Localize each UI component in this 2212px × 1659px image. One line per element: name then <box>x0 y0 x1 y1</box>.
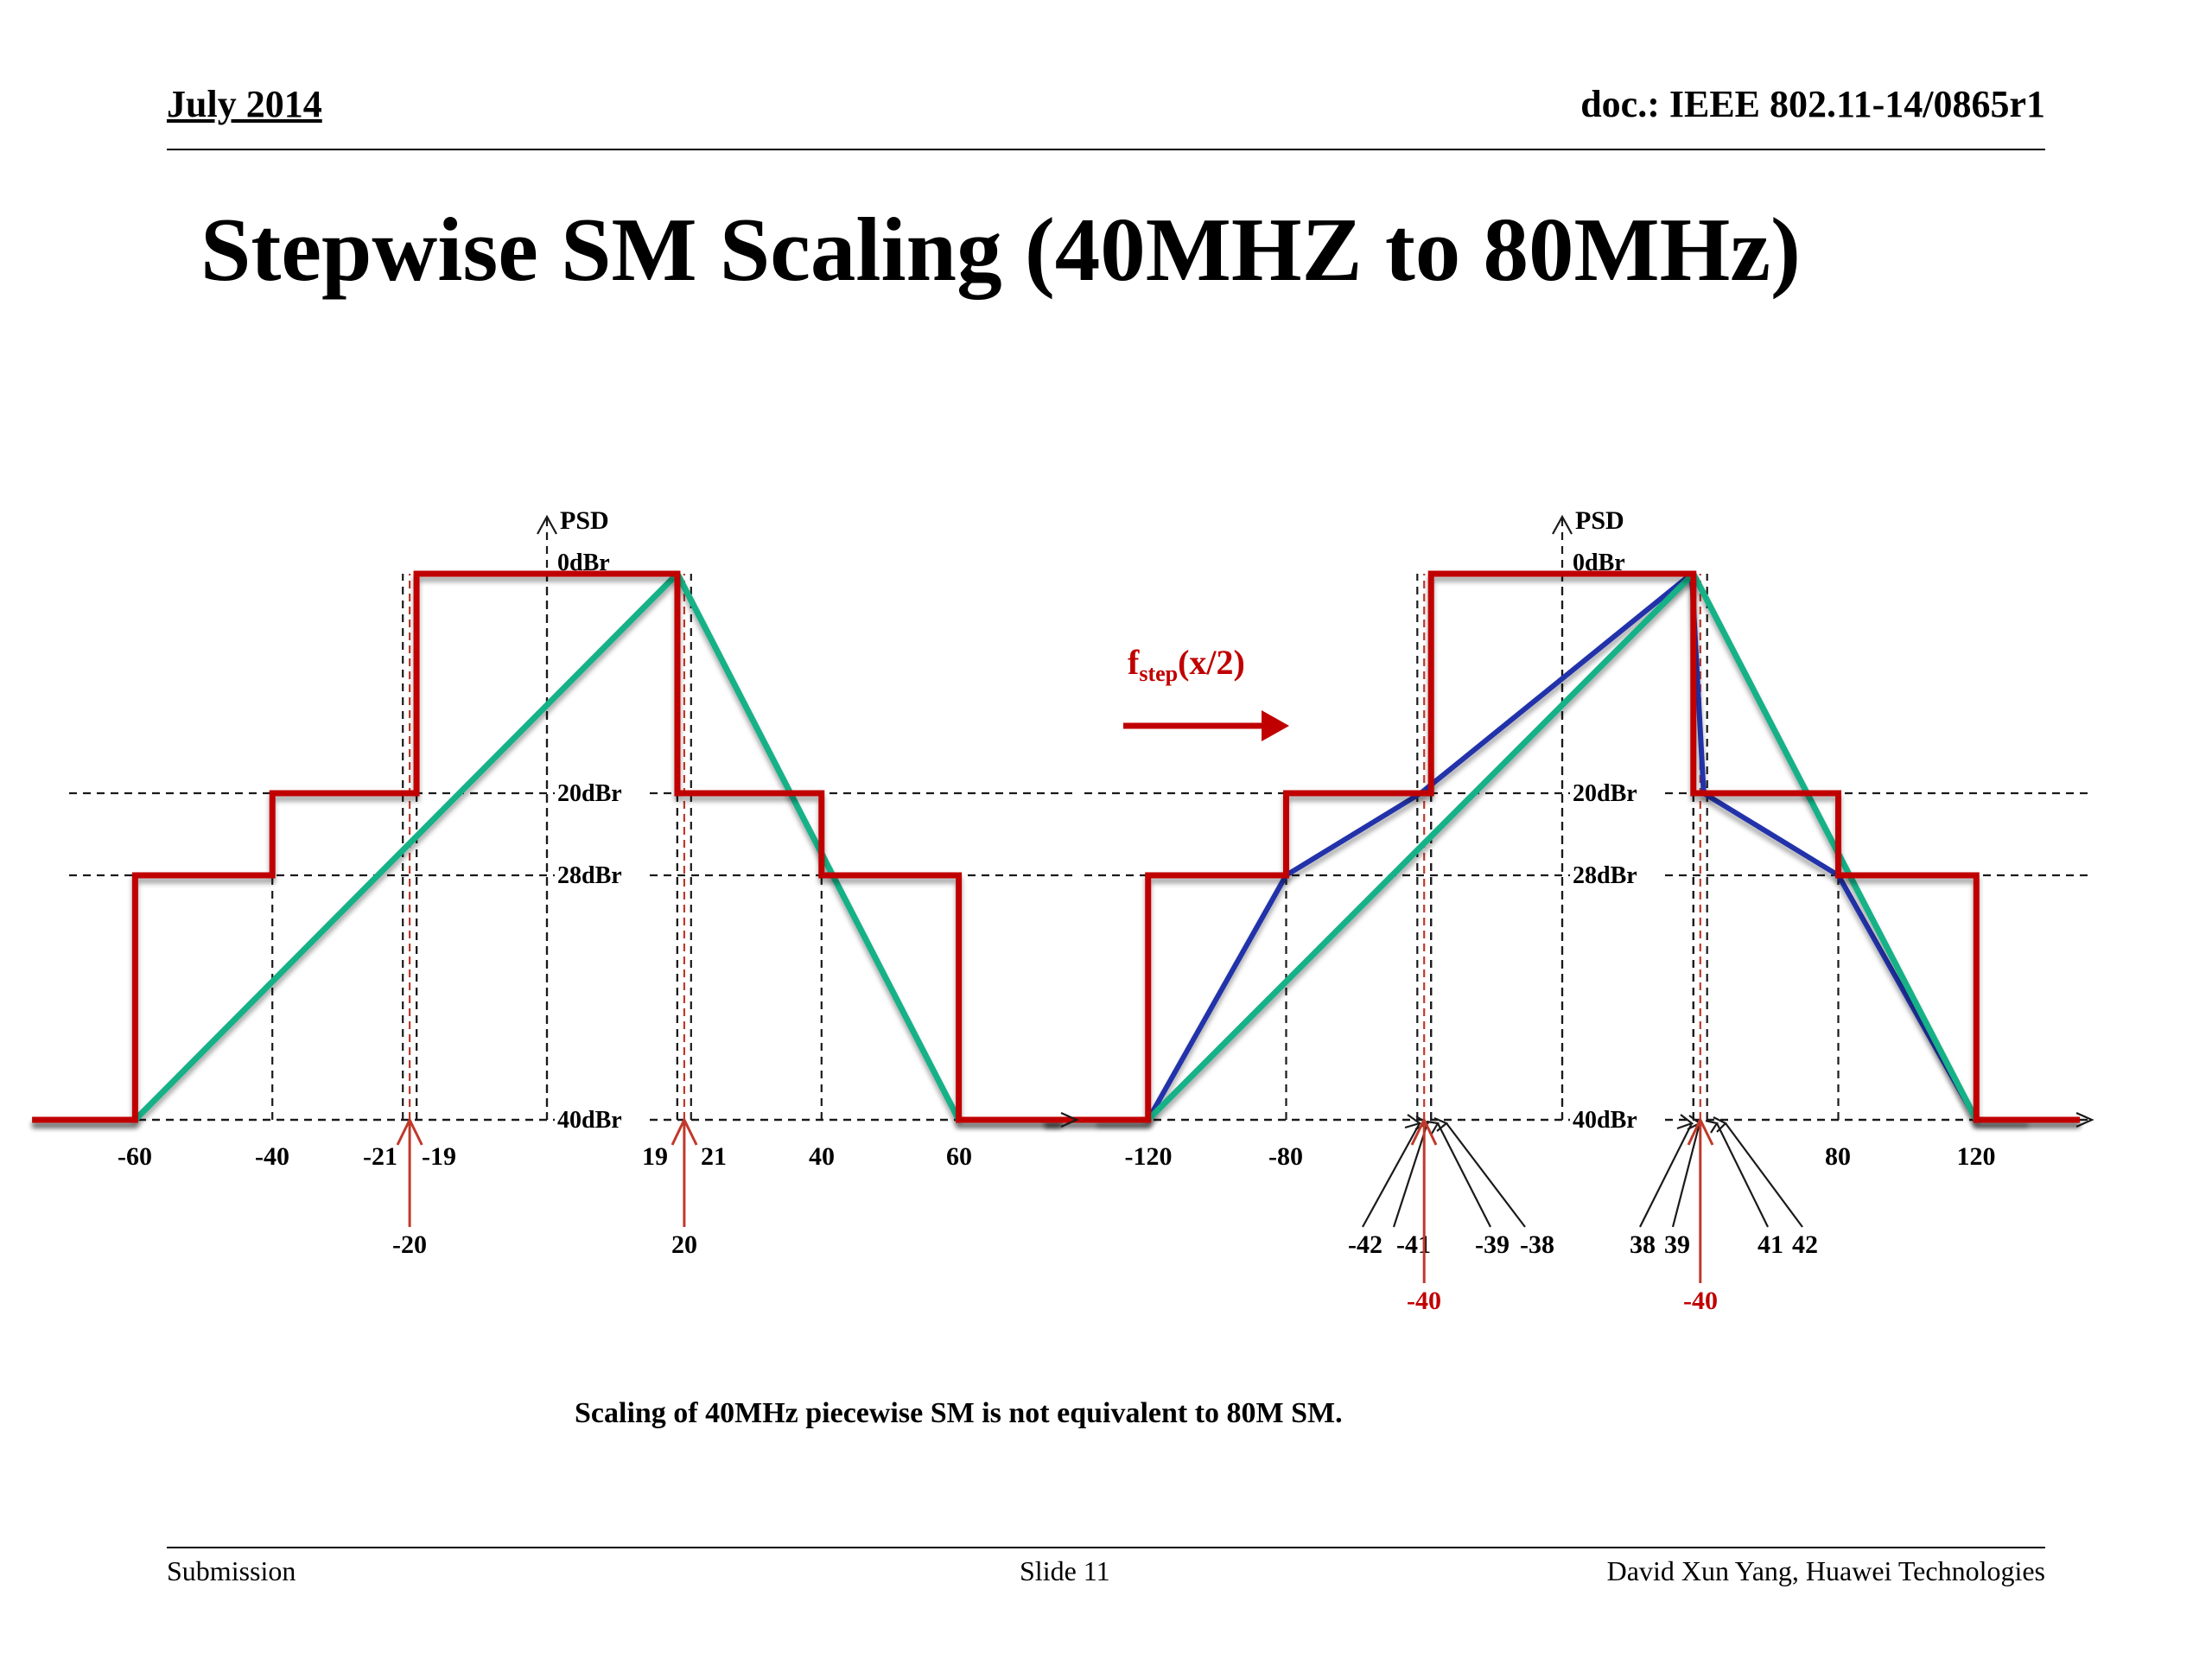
svg-text:40dBr: 40dBr <box>557 1107 622 1134</box>
svg-text:-40: -40 <box>1683 1287 1718 1315</box>
svg-text:-40: -40 <box>1407 1287 1441 1315</box>
svg-text:20dBr: 20dBr <box>1573 780 1637 807</box>
svg-text:20: 20 <box>671 1230 697 1259</box>
svg-text:-41: -41 <box>1396 1230 1431 1259</box>
svg-text:40: 40 <box>809 1142 835 1171</box>
svg-text:fstep(x/2): fstep(x/2) <box>1128 643 1245 686</box>
svg-text:-21: -21 <box>363 1142 397 1171</box>
svg-text:-120: -120 <box>1125 1142 1173 1171</box>
svg-text:60: 60 <box>946 1142 972 1171</box>
svg-text:28dBr: 28dBr <box>1573 862 1637 889</box>
svg-text:-38: -38 <box>1520 1230 1554 1259</box>
svg-text:-19: -19 <box>422 1142 456 1171</box>
svg-text:40dBr: 40dBr <box>1573 1107 1637 1134</box>
svg-text:19: 19 <box>642 1142 668 1171</box>
svg-text:-42: -42 <box>1348 1230 1382 1259</box>
svg-text:-60: -60 <box>118 1142 152 1171</box>
svg-text:PSD: PSD <box>560 506 609 535</box>
svg-text:-40: -40 <box>255 1142 289 1171</box>
svg-text:28dBr: 28dBr <box>557 862 622 889</box>
svg-text:39: 39 <box>1664 1230 1690 1259</box>
svg-text:21: 21 <box>701 1142 727 1171</box>
svg-text:-20: -20 <box>392 1230 427 1259</box>
svg-text:41: 41 <box>1758 1230 1783 1259</box>
svg-text:PSD: PSD <box>1575 506 1624 535</box>
svg-text:-80: -80 <box>1268 1142 1303 1171</box>
svg-text:38: 38 <box>1630 1230 1656 1259</box>
svg-text:0dBr: 0dBr <box>1573 550 1625 576</box>
svg-text:42: 42 <box>1792 1230 1818 1259</box>
svg-text:-39: -39 <box>1475 1230 1510 1259</box>
svg-text:120: 120 <box>1957 1142 1996 1171</box>
svg-text:80: 80 <box>1825 1142 1851 1171</box>
svg-text:0dBr: 0dBr <box>557 550 610 576</box>
svg-text:20dBr: 20dBr <box>557 780 622 807</box>
